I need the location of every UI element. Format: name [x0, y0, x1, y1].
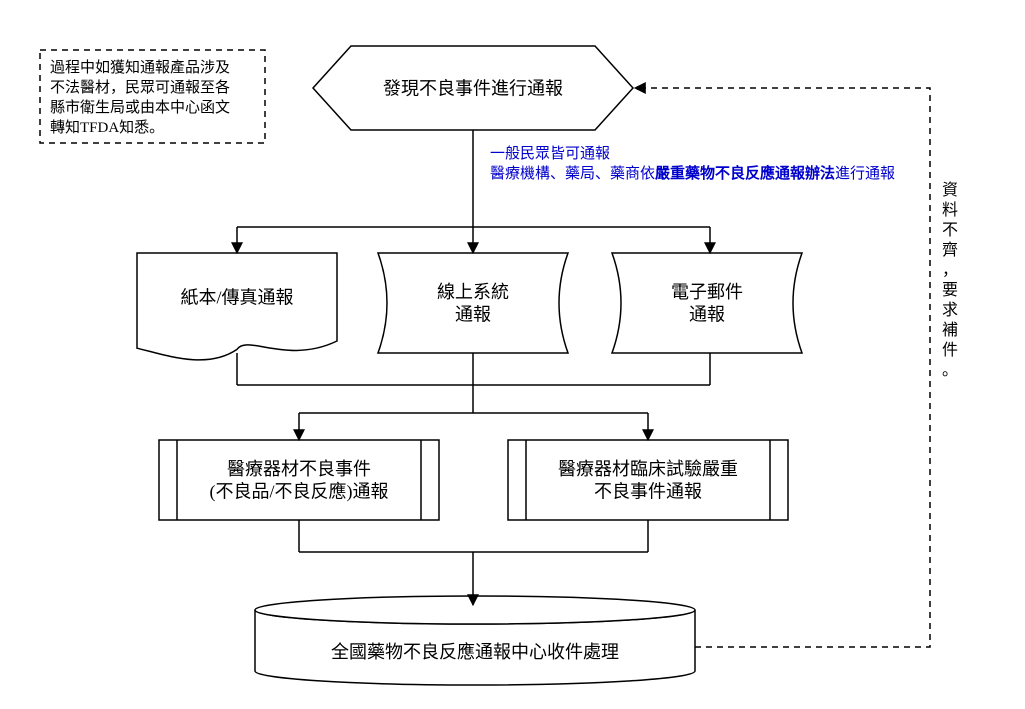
side-label: 資料不齊，要求補件。	[942, 181, 958, 379]
predef-process	[508, 440, 788, 520]
roll-node	[612, 253, 802, 353]
blue-annotation: 一般民眾皆可通報醫療機構、藥局、藥商依嚴重藥物不良反應通報辦法進行通報	[490, 145, 895, 182]
document-label: 紙本/傳真通報	[180, 287, 293, 307]
cylinder-top	[255, 596, 695, 624]
roll-node	[378, 253, 568, 353]
start-label: 發現不良事件進行通報	[383, 78, 563, 98]
predef-process	[159, 440, 439, 520]
predef-label: 醫療器材不良事件(不良品/不良反應)通報	[210, 459, 389, 503]
cylinder-label: 全國藥物不良反應通報中心收件處理	[331, 641, 619, 662]
